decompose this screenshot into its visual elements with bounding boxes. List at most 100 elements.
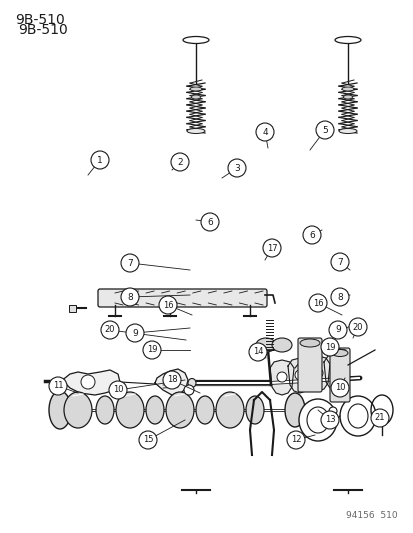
Ellipse shape: [116, 392, 144, 428]
Circle shape: [286, 431, 304, 449]
Circle shape: [330, 288, 348, 306]
Ellipse shape: [146, 396, 164, 424]
Text: 18: 18: [166, 376, 177, 384]
FancyBboxPatch shape: [297, 338, 321, 392]
Text: 9: 9: [334, 326, 340, 335]
Text: 19: 19: [146, 345, 157, 354]
Circle shape: [294, 370, 304, 380]
Circle shape: [91, 151, 109, 169]
Text: 14: 14: [252, 348, 263, 357]
Ellipse shape: [216, 392, 243, 428]
Text: 7: 7: [127, 259, 133, 268]
Polygon shape: [323, 354, 347, 390]
Text: 7: 7: [336, 257, 342, 266]
Circle shape: [262, 239, 280, 257]
Text: 2: 2: [177, 157, 183, 166]
Circle shape: [183, 385, 194, 395]
Circle shape: [255, 123, 273, 141]
Circle shape: [101, 321, 119, 339]
Circle shape: [171, 153, 189, 171]
Circle shape: [139, 431, 157, 449]
Circle shape: [201, 213, 218, 231]
Ellipse shape: [245, 396, 263, 424]
Text: 3: 3: [234, 164, 239, 173]
Ellipse shape: [339, 396, 375, 436]
Text: 13: 13: [324, 416, 335, 424]
Text: 6: 6: [206, 217, 212, 227]
Ellipse shape: [347, 404, 367, 428]
Text: 8: 8: [336, 293, 342, 302]
Ellipse shape: [195, 396, 214, 424]
Circle shape: [370, 409, 388, 427]
Ellipse shape: [306, 407, 328, 433]
Polygon shape: [305, 356, 329, 391]
Ellipse shape: [343, 95, 351, 99]
Text: 21: 21: [374, 414, 385, 423]
Circle shape: [330, 253, 348, 271]
Circle shape: [163, 371, 180, 389]
FancyBboxPatch shape: [329, 348, 349, 402]
Ellipse shape: [190, 87, 202, 91]
Text: 20: 20: [104, 326, 115, 335]
Text: 8: 8: [127, 293, 133, 302]
Polygon shape: [154, 369, 188, 395]
Text: 9B-510: 9B-510: [15, 13, 64, 27]
Ellipse shape: [284, 393, 304, 427]
Circle shape: [330, 367, 340, 377]
Text: 6: 6: [309, 230, 314, 239]
Ellipse shape: [166, 392, 194, 428]
Circle shape: [276, 372, 286, 382]
Text: 16: 16: [312, 298, 323, 308]
Text: 1: 1: [97, 156, 102, 165]
Text: 9: 9: [132, 328, 138, 337]
Ellipse shape: [96, 396, 114, 424]
Circle shape: [328, 321, 346, 339]
Circle shape: [328, 407, 336, 415]
Text: 17: 17: [266, 244, 277, 253]
Polygon shape: [62, 370, 120, 395]
Circle shape: [166, 378, 177, 388]
Ellipse shape: [338, 128, 356, 133]
Ellipse shape: [341, 87, 353, 91]
Text: 20: 20: [352, 322, 362, 332]
Circle shape: [49, 377, 67, 395]
Ellipse shape: [334, 36, 360, 44]
Circle shape: [81, 375, 95, 389]
Text: 16: 16: [162, 301, 173, 310]
Circle shape: [330, 379, 348, 397]
Ellipse shape: [271, 338, 291, 352]
Ellipse shape: [64, 392, 92, 428]
Ellipse shape: [187, 128, 204, 133]
Circle shape: [159, 296, 177, 314]
Ellipse shape: [299, 339, 319, 347]
Circle shape: [308, 294, 326, 312]
Text: 9B-510: 9B-510: [18, 23, 68, 37]
Ellipse shape: [331, 350, 347, 357]
Polygon shape: [269, 360, 293, 395]
Circle shape: [320, 338, 338, 356]
Circle shape: [248, 343, 266, 361]
Polygon shape: [287, 358, 311, 393]
Ellipse shape: [191, 95, 200, 99]
Circle shape: [121, 254, 139, 272]
Circle shape: [315, 121, 333, 139]
Ellipse shape: [49, 391, 71, 429]
Ellipse shape: [298, 399, 336, 441]
Text: 5: 5: [321, 125, 327, 134]
Text: 10: 10: [112, 385, 123, 394]
Circle shape: [302, 226, 320, 244]
Text: 12: 12: [290, 435, 301, 445]
Text: 94156  510: 94156 510: [346, 511, 397, 520]
FancyBboxPatch shape: [98, 289, 266, 307]
Circle shape: [121, 288, 139, 306]
Circle shape: [320, 411, 338, 429]
Circle shape: [348, 318, 366, 336]
Circle shape: [312, 368, 322, 378]
Text: 19: 19: [324, 343, 335, 351]
Ellipse shape: [188, 378, 195, 387]
Circle shape: [142, 341, 161, 359]
Text: 11: 11: [52, 382, 63, 391]
Text: 15: 15: [142, 435, 153, 445]
FancyBboxPatch shape: [69, 304, 76, 311]
Text: 4: 4: [261, 127, 267, 136]
